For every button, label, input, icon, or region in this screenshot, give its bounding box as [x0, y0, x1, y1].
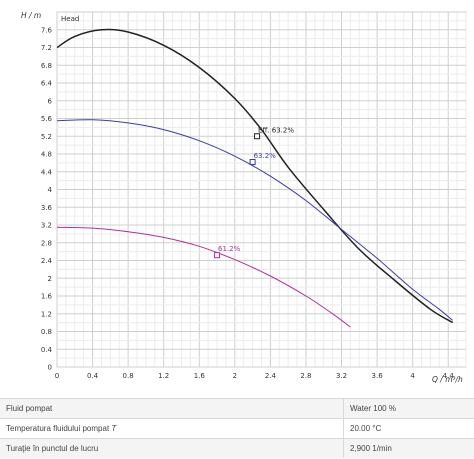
- y-tick-label: 7.6: [41, 26, 53, 34]
- y-tick-label: 7.2: [41, 44, 52, 52]
- x-tick-label: 0: [55, 372, 59, 380]
- property-label: Fluid pompat: [0, 398, 344, 419]
- efficiency-label: 63.2%: [254, 152, 277, 160]
- ticks: 0 0.4 0.8 1.2 1.6 2 2.4 2.8 3.2 3.6 4 4.4 0 0.4 0.8 1.2…: [41, 26, 454, 380]
- table-row: Temperatura fluidului pompat T 20.00 °C: [0, 418, 474, 439]
- series-line: [56, 119, 454, 321]
- grid: [56, 11, 467, 368]
- y-tick-label: 1.2: [41, 310, 52, 318]
- property-label-cell: Temperatura fluidului pompat T: [0, 418, 344, 439]
- y-tick-label: 6.4: [41, 80, 53, 88]
- operating-point-marker: [214, 252, 221, 259]
- x-tick-label: 4.4: [443, 372, 455, 380]
- y-tick-label: 2.8: [41, 239, 52, 247]
- property-label: Turaţie în punctul de lucru: [0, 438, 344, 458]
- y-tick-label: 0.8: [41, 328, 52, 336]
- y-tick-label: 0: [48, 364, 52, 372]
- y-tick-label: 4: [48, 186, 53, 194]
- operating-point-marker: [254, 133, 261, 140]
- y-tick-label: 5.2: [41, 133, 52, 141]
- x-tick-label: 4: [410, 372, 415, 380]
- y-tick-label: 3.2: [41, 222, 52, 230]
- chart-svg: 0 0.4 0.8 1.2 1.6 2 2.4 2.8 3.2 3.6 4 4.4 0 0.4 0.8 1.2…: [21, 11, 467, 384]
- property-value: 2,900 1/min: [343, 438, 474, 458]
- chart-title: Head: [61, 15, 79, 23]
- pump-curve-chart: 0 0.4 0.8 1.2 1.6 2 2.4 2.8 3.2 3.6 4 4.4 0 0.4 0.8 1.2…: [21, 11, 467, 384]
- properties-table: Fluid pompat Water 100 % Temperatura flu…: [0, 398, 474, 458]
- table-row: Fluid pompat Water 100 %: [0, 398, 474, 419]
- x-tick-label: 1.6: [194, 372, 206, 380]
- y-tick-label: 3.6: [41, 204, 53, 212]
- x-tick-label: 2.4: [265, 372, 277, 380]
- x-tick-label: 1.2: [158, 372, 169, 380]
- property-value: 20.00 °C: [343, 418, 474, 439]
- y-tick-label: 2: [48, 275, 52, 283]
- y-tick-label: 6.8: [41, 62, 52, 70]
- efficiency-label: Eff. 63.2%: [258, 126, 294, 134]
- operating-point-marker: [249, 158, 256, 165]
- x-tick-label: 0.8: [123, 372, 134, 380]
- y-tick-label: 4.4: [41, 168, 53, 176]
- y-tick-label: 4.8: [41, 151, 52, 159]
- efficiency-label: 61.2%: [218, 245, 241, 253]
- y-tick-label: 5.6: [41, 115, 53, 123]
- x-tick-label: 2: [233, 372, 237, 380]
- x-tick-label: 3.2: [336, 372, 347, 380]
- property-value: Water 100 %: [343, 398, 474, 419]
- table-row: Turaţie în punctul de lucru 2,900 1/min: [0, 438, 474, 458]
- y-tick-label: 6: [48, 97, 53, 105]
- series-line: [56, 28, 454, 324]
- y-axis-label: H / m: [21, 11, 41, 20]
- x-tick-label: 3.6: [372, 372, 384, 380]
- x-tick-label: 0.4: [87, 372, 99, 380]
- property-label: Temperatura fluidului pompat: [6, 424, 110, 433]
- y-tick-label: 2.4: [41, 257, 53, 265]
- x-tick-label: 2.8: [300, 372, 311, 380]
- annotations: Eff. 63.2% 63.2% 61.2%: [214, 126, 294, 259]
- y-tick-label: 0.4: [41, 346, 53, 354]
- x-axis-label: Q / m³/h: [432, 375, 463, 384]
- property-symbol: T: [111, 424, 117, 433]
- y-tick-label: 1.6: [41, 293, 53, 301]
